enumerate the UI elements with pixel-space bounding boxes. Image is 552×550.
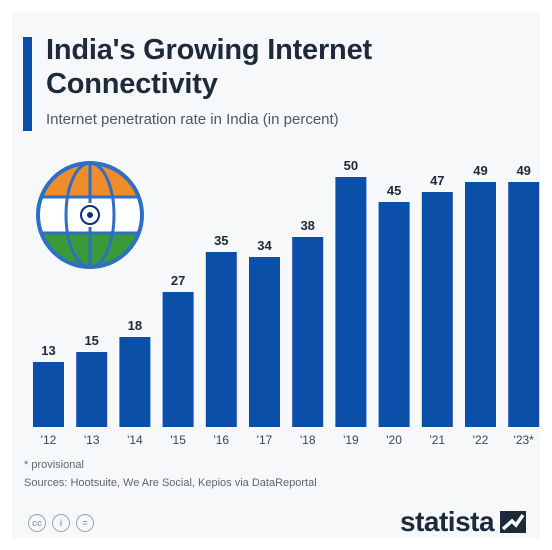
value-label-7: 50 — [344, 158, 358, 173]
x-tick-label-10: '22 — [473, 433, 489, 447]
x-tick-label-4: '16 — [213, 433, 229, 447]
value-label-3: 27 — [171, 273, 185, 288]
bar-8 — [378, 202, 410, 427]
bar-3 — [162, 292, 194, 427]
attribution-icon[interactable]: i — [52, 514, 70, 532]
value-label-2: 18 — [128, 318, 142, 333]
statista-logo-icon — [500, 511, 527, 533]
x-tick-label-2: '14 — [127, 433, 143, 447]
value-label-4: 35 — [214, 233, 228, 248]
bar-10 — [465, 182, 496, 427]
provisional-note: * provisional — [24, 459, 84, 471]
license-icons: cc i = — [28, 514, 94, 532]
bar-0 — [33, 362, 64, 427]
x-tick-label-9: '21 — [429, 433, 445, 447]
value-label-9: 47 — [430, 173, 444, 188]
statista-logo[interactable]: statista — [400, 506, 527, 537]
chart-subtitle: Internet penetration rate in India (in p… — [46, 111, 339, 128]
bar-7 — [335, 177, 367, 427]
creative-commons-icon[interactable]: cc — [28, 514, 46, 532]
x-tick-label-5: '17 — [257, 433, 273, 447]
x-tick-label-6: '18 — [300, 433, 316, 447]
value-label-0: 13 — [41, 343, 55, 358]
bar-5 — [249, 257, 280, 427]
no-derivatives-icon[interactable]: = — [76, 514, 94, 532]
value-label-1: 15 — [84, 333, 98, 348]
x-tick-label-3: '15 — [170, 433, 186, 447]
chart-title: India's Growing Internet Connectivity — [46, 34, 372, 100]
title-accent-bar — [23, 37, 32, 131]
ashoka-chakra-icon — [80, 205, 100, 225]
x-tick-label-1: '13 — [84, 433, 100, 447]
x-tick-label-0: '12 — [41, 433, 57, 447]
value-label-8: 45 — [387, 183, 401, 198]
x-tick-label-11: '23* — [514, 433, 535, 447]
x-tick-label-8: '20 — [386, 433, 402, 447]
x-tick-label-7: '19 — [343, 433, 359, 447]
value-label-6: 38 — [300, 218, 314, 233]
bar-9 — [421, 192, 453, 427]
bar-6 — [292, 237, 324, 427]
india-globe-icon — [36, 161, 144, 269]
brand-name: statista — [400, 506, 495, 537]
source-note: Sources: Hootsuite, We Are Social, Kepio… — [24, 477, 317, 489]
bar-2 — [119, 337, 151, 427]
value-label-10: 49 — [473, 163, 487, 178]
value-label-11: 49 — [516, 163, 530, 178]
value-label-5: 34 — [257, 238, 272, 253]
bar-1 — [76, 352, 108, 427]
bar-4 — [205, 252, 237, 427]
bar-11 — [508, 182, 540, 427]
